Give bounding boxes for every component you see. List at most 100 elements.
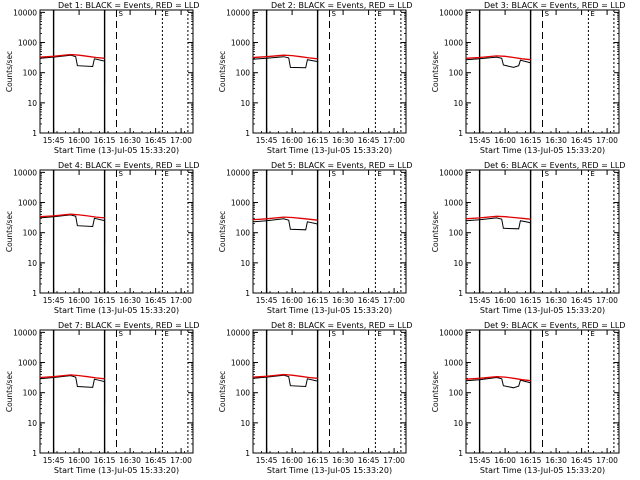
x-tick-label: 15:45 [43, 136, 65, 145]
x-tick-label: 16:45 [145, 296, 167, 305]
y-tick-label: 1000 [444, 199, 463, 208]
y-tick-label: 1000 [444, 39, 463, 48]
panel-title-legend: BLACK = Events, RED = LLD [299, 1, 413, 10]
x-tick-label: 15:45 [256, 136, 278, 145]
series-lld-line [465, 215, 531, 220]
y-axis-label: Counts/sec [218, 51, 227, 92]
marker-label: E [590, 170, 594, 178]
marker-label: S [332, 170, 337, 178]
x-tick-label: 16:15 [94, 136, 116, 145]
x-tick-label: 16:45 [571, 456, 593, 465]
x-tick-label: 16:45 [358, 456, 380, 465]
y-axis-label: Counts/sec [218, 371, 227, 412]
y-tick-label: 100 [449, 69, 464, 78]
panel-title-detector: Det 1: [58, 1, 83, 10]
panel-title-legend: BLACK = Events, RED = LLD [512, 1, 626, 10]
y-tick-label: 1 [458, 289, 463, 298]
panel-det-3: Det 3: BLACK = Events, RED = LLD 1 10 100 100… [431, 1, 625, 155]
series-events-line [465, 217, 531, 230]
series-events-line [252, 218, 318, 231]
panel-title: Det 3: BLACK = Events, RED = LLD [484, 1, 625, 10]
y-tick-label: 10000 [439, 328, 463, 337]
marker-label: S [545, 330, 550, 338]
y-tick-label: 1000 [18, 199, 37, 208]
series-lld-line [252, 216, 318, 221]
x-tick-label: 16:30 [332, 456, 354, 465]
series-lld-line [465, 55, 531, 61]
y-tick-label: 10 [27, 419, 37, 428]
panel-title-detector: Det 5: [271, 161, 296, 170]
panel-title-legend: BLACK = Events, RED = LLD [512, 321, 626, 330]
series-events-line [252, 56, 318, 69]
x-tick-label: 16:00 [68, 456, 90, 465]
panel-title-legend: BLACK = Events, RED = LLD [512, 161, 626, 170]
marker-label: E [377, 170, 381, 178]
y-tick-label: 10000 [439, 168, 463, 177]
x-tick-label: 16:30 [545, 296, 567, 305]
marker-label: S [119, 330, 124, 338]
y-tick-label: 10 [240, 99, 250, 108]
x-tick-label: 16:00 [494, 456, 516, 465]
y-tick-label: 100 [236, 69, 251, 78]
y-tick-label: 1000 [18, 39, 37, 48]
series-lld-line [465, 376, 531, 382]
y-tick-label: 10000 [13, 8, 37, 17]
x-axis-label: Start Time (13-Jul-05 15:33:20) [480, 146, 605, 155]
panel-title: Det 4: BLACK = Events, RED = LLD [58, 161, 199, 170]
series-events-line [39, 54, 106, 85]
x-tick-label: 16:45 [358, 296, 380, 305]
series-lld-line [39, 53, 105, 59]
y-tick-label: 100 [23, 229, 38, 238]
panel-det-6: Det 6: BLACK = Events, RED = LLD 1 10 100 100… [431, 161, 625, 315]
marker-label: S [332, 330, 337, 338]
x-axis-label: Start Time (13-Jul-05 15:33:20) [480, 466, 605, 475]
y-axis-label: Counts/sec [431, 211, 440, 252]
y-tick-label: 1000 [231, 199, 250, 208]
x-tick-label: 17:00 [170, 296, 192, 305]
panel-title-legend: BLACK = Events, RED = LLD [299, 321, 413, 330]
y-tick-label: 10000 [226, 8, 250, 17]
x-tick-label: 16:15 [94, 456, 116, 465]
x-tick-label: 16:15 [307, 296, 329, 305]
x-tick-label: 16:15 [94, 296, 116, 305]
y-tick-label: 10 [240, 419, 250, 428]
panel-title-detector: Det 7: [58, 321, 83, 330]
y-tick-label: 10 [453, 259, 463, 268]
x-tick-label: 16:45 [571, 296, 593, 305]
y-axis-label: Counts/sec [5, 51, 14, 92]
y-tick-label: 1 [32, 449, 37, 458]
marker-label: E [164, 10, 168, 18]
panel-title: Det 8: BLACK = Events, RED = LLD [271, 321, 412, 330]
y-tick-label: 10000 [226, 328, 250, 337]
panel-title-detector: Det 2: [271, 1, 296, 10]
x-tick-label: 17:00 [170, 456, 192, 465]
marker-label: S [545, 10, 550, 18]
panel-det-2: Det 2: BLACK = Events, RED = LLD 1 10 100 100… [218, 1, 412, 155]
x-tick-label: 16:00 [281, 456, 303, 465]
series-lld-line [252, 373, 318, 379]
x-tick-label: 16:15 [307, 456, 329, 465]
x-tick-label: 15:45 [43, 296, 65, 305]
x-tick-label: 16:15 [520, 456, 542, 465]
panel-title: Det 6: BLACK = Events, RED = LLD [484, 161, 625, 170]
y-axis-label: Counts/sec [431, 51, 440, 92]
x-tick-label: 17:00 [596, 296, 618, 305]
x-axis-label: Start Time (13-Jul-05 15:33:20) [267, 306, 392, 315]
marker-label: S [545, 170, 550, 178]
panel-title-legend: BLACK = Events, RED = LLD [299, 161, 413, 170]
series-lld-line [39, 374, 105, 380]
y-tick-label: 10 [453, 419, 463, 428]
marker-label: E [164, 170, 168, 178]
panel-title-detector: Det 6: [484, 161, 509, 170]
marker-label: S [332, 10, 337, 18]
y-tick-label: 1 [245, 289, 250, 298]
x-tick-label: 16:00 [281, 136, 303, 145]
panel-title-detector: Det 8: [271, 321, 296, 330]
y-tick-label: 10 [27, 259, 37, 268]
x-axis-label: Start Time (13-Jul-05 15:33:20) [267, 146, 392, 155]
panel-title-legend: BLACK = Events, RED = LLD [86, 321, 200, 330]
x-axis-label: Start Time (13-Jul-05 15:33:20) [267, 466, 392, 475]
y-axis-label: Counts/sec [218, 211, 227, 252]
y-tick-label: 10000 [439, 8, 463, 17]
panel-title: Det 9: BLACK = Events, RED = LLD [484, 321, 625, 330]
